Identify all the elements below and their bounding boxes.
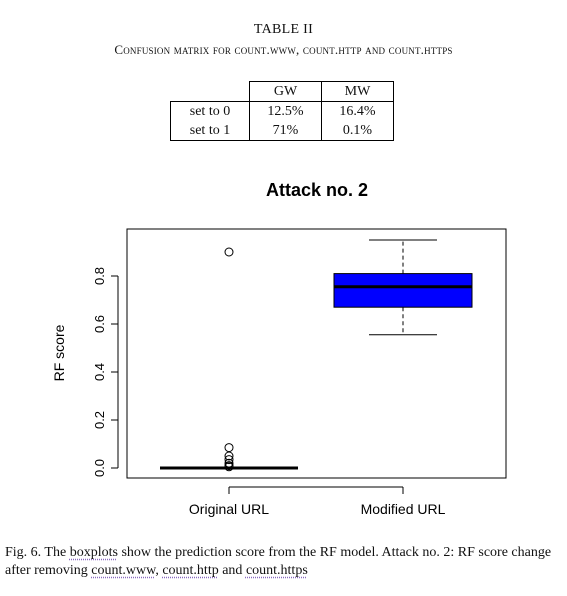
caption-term-boxplots: boxplots: [69, 545, 118, 560]
caption-term-count-https: count.https: [245, 563, 308, 578]
confusion-matrix-table: GW MW set to 0 12.5% 16.4% set to 1 71% …: [170, 81, 394, 141]
table-corner-cell: [171, 82, 250, 102]
caption-term-count-www: count.www: [91, 563, 156, 578]
y-tick-label: 0.0: [92, 459, 107, 477]
figure-caption: Fig. 6. The boxplots show the prediction…: [5, 544, 565, 580]
y-axis: 0.0 0.2 0.4 0.6 0.8: [92, 267, 119, 477]
cell-gw: 71%: [249, 121, 322, 141]
outlier-point: [224, 462, 234, 472]
caption-prefix: Fig. 6. The: [5, 545, 70, 560]
cell-mw: 16.4%: [321, 101, 394, 121]
table-row: set to 0 12.5% 16.4%: [170, 101, 394, 121]
boxplot-chart: Attack no. 2 0.0 0.2 0.4 0.6 0.8 Original UR…: [51, 180, 507, 517]
table-header-row: GW MW: [171, 81, 394, 102]
table-row: set to 1 71% 0.1%: [170, 121, 394, 141]
table-title: TABLE II: [253, 22, 314, 37]
caption-middle: show the prediction score from the RF mo…: [5, 545, 552, 578]
box-iqr: [333, 273, 473, 308]
caption-comma: ,: [155, 563, 163, 578]
chart-title: Attack no. 2: [266, 180, 368, 200]
row-label: set to 0: [170, 101, 250, 121]
table-header-mw: MW: [321, 81, 394, 102]
box-group: [160, 247, 298, 472]
caption-term-count-http: count.http: [162, 563, 219, 578]
row-label: set to 1: [170, 121, 250, 141]
y-tick-label: 0.6: [92, 315, 107, 333]
outlier-point: [224, 247, 234, 257]
y-tick-label: 0.4: [92, 363, 107, 381]
table-caption: Confusion matrix for count.www, count.ht…: [114, 42, 453, 57]
box-group: [333, 239, 473, 336]
boxes-layer: [160, 239, 473, 472]
outlier-point: [224, 455, 234, 465]
outlier-point: [224, 458, 234, 468]
outlier-point: [224, 451, 234, 461]
plot-frame: [126, 228, 507, 479]
outlier-point: [224, 443, 234, 453]
y-tick-label: 0.2: [92, 411, 107, 429]
x-axis: Original URL Modified URL: [189, 486, 446, 517]
y-tick-label: 0.8: [92, 267, 107, 285]
cell-mw: 0.1%: [321, 121, 394, 141]
caption-and: and: [218, 563, 246, 578]
cell-gw: 12.5%: [249, 101, 322, 121]
x-tick-label: Modified URL: [361, 501, 446, 517]
y-axis-label: RF score: [51, 324, 67, 381]
x-tick-label: Original URL: [189, 501, 269, 517]
table-header-gw: GW: [249, 81, 322, 102]
